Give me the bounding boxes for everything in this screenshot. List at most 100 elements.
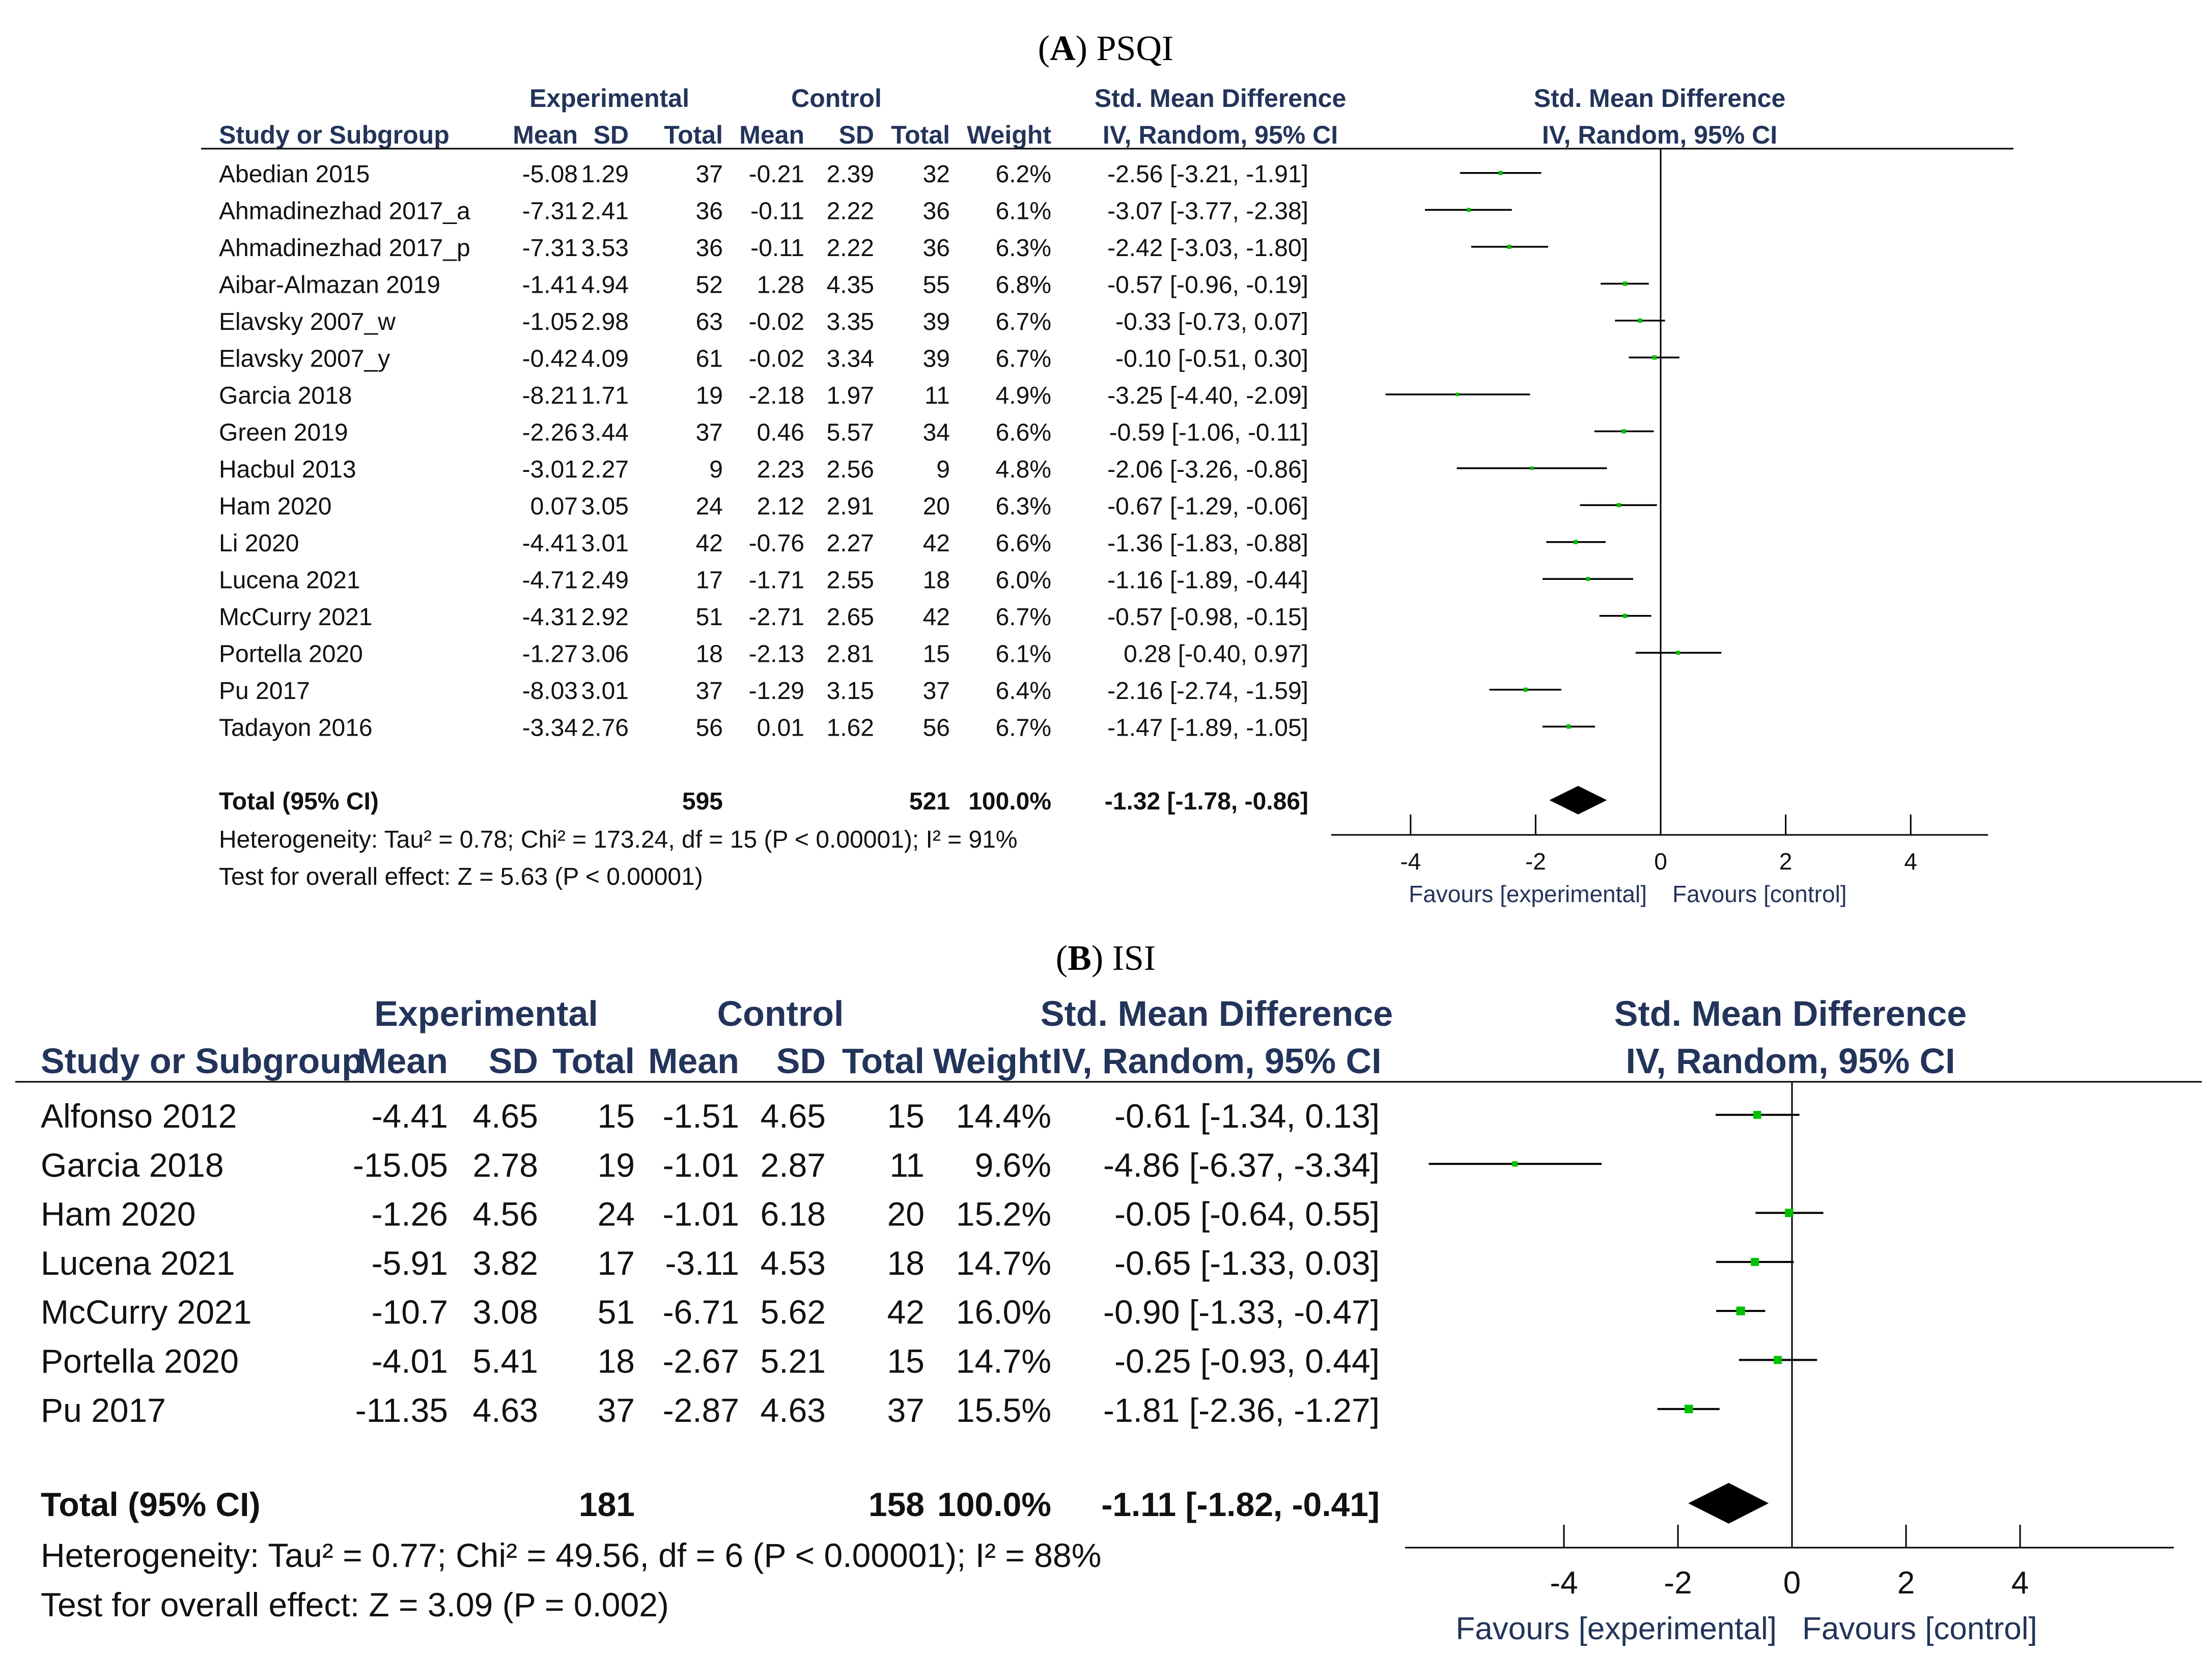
x-tick-label: -2 bbox=[1664, 1565, 1692, 1601]
panel-b: (B) ISI Experimental Control Std. Mean Diff… bbox=[15, 939, 2202, 1646]
smd-ci: -0.25 [-0.93, 0.44] bbox=[1114, 1342, 1380, 1380]
header-ctl-mean: Mean bbox=[648, 1041, 739, 1081]
panel-title-open-paren: ( bbox=[1056, 939, 1068, 978]
ctl-sd: 5.62 bbox=[761, 1293, 826, 1331]
x-tick-label: 4 bbox=[1904, 848, 1917, 875]
ctl-sd: 2.91 bbox=[827, 493, 874, 520]
study-row: Portella 2020 -4.01 5.41 18 -2.67 5.21 15 14.7%… bbox=[41, 1342, 1817, 1380]
ctl-sd: 3.34 bbox=[827, 346, 874, 373]
exp-total: 18 bbox=[598, 1342, 635, 1380]
effect-marker bbox=[1785, 1209, 1794, 1217]
header-experimental: Experimental bbox=[529, 84, 689, 113]
x-tick-label: 2 bbox=[1779, 848, 1793, 875]
ctl-sd: 3.35 bbox=[827, 309, 874, 335]
heterogeneity-text: Heterogeneity: Tau² = 0.77; Chi² = 49.56… bbox=[41, 1536, 1101, 1574]
study-row: Abedian 2015 -5.08 1.29 37 -0.21 2.39 32 6.2% -2… bbox=[219, 161, 1542, 188]
favours-experimental-label: Favours [experimental] bbox=[1455, 1611, 1777, 1646]
total-exp-n: 595 bbox=[682, 788, 723, 815]
exp-total: 17 bbox=[598, 1244, 635, 1282]
exp-total: 61 bbox=[696, 346, 723, 373]
study-name: McCurry 2021 bbox=[41, 1293, 251, 1331]
exp-mean: -15.05 bbox=[353, 1146, 448, 1184]
ctl-total: 55 bbox=[923, 272, 950, 299]
favours-control-label: Favours [control] bbox=[1672, 881, 1847, 907]
study-name: Ahmadinezhad 2017_p bbox=[219, 235, 470, 262]
ctl-mean: -1.51 bbox=[663, 1097, 739, 1135]
smd-ci: -0.57 [-0.96, -0.19] bbox=[1107, 272, 1308, 299]
smd-ci: -0.57 [-0.98, -0.15] bbox=[1107, 604, 1308, 631]
x-tick-label: -2 bbox=[1525, 848, 1546, 875]
header-experimental: Experimental bbox=[374, 994, 598, 1033]
ctl-total: 34 bbox=[923, 419, 950, 446]
ctl-sd: 2.27 bbox=[827, 530, 874, 557]
header-exp-mean: Mean bbox=[513, 121, 578, 149]
ctl-mean: 0.01 bbox=[757, 715, 804, 742]
study-row: Lucena 2021 -4.71 2.49 17 -1.71 2.55 18 6.0% -1.… bbox=[219, 567, 1633, 594]
smd-ci: -1.36 [-1.83, -0.88] bbox=[1107, 530, 1308, 557]
ctl-sd: 5.21 bbox=[761, 1342, 826, 1380]
total-label: Total (95% CI) bbox=[41, 1486, 260, 1523]
exp-sd: 2.98 bbox=[581, 309, 629, 335]
exp-total: 18 bbox=[696, 641, 723, 668]
study-name: Pu 2017 bbox=[219, 678, 310, 705]
ctl-sd: 4.63 bbox=[761, 1391, 826, 1429]
ctl-total: 37 bbox=[887, 1391, 925, 1429]
total-ctl-n: 158 bbox=[869, 1486, 925, 1523]
ctl-total: 9 bbox=[936, 456, 950, 483]
ctl-mean: -0.11 bbox=[750, 235, 804, 262]
x-tick-label: 0 bbox=[1654, 848, 1667, 875]
study-name: Elavsky 2007_w bbox=[219, 309, 396, 335]
exp-mean: -5.91 bbox=[372, 1244, 448, 1282]
pooled-diamond bbox=[1549, 786, 1607, 815]
exp-sd: 4.63 bbox=[473, 1391, 538, 1429]
ctl-total: 18 bbox=[923, 567, 950, 594]
smd-ci: -1.47 [-1.89, -1.05] bbox=[1107, 715, 1308, 742]
exp-total: 36 bbox=[696, 198, 723, 225]
weight: 6.1% bbox=[996, 641, 1051, 668]
ctl-mean: 1.28 bbox=[757, 272, 804, 299]
panel-title: (A) PSQI bbox=[1038, 29, 1173, 68]
exp-mean: -4.41 bbox=[522, 530, 578, 557]
weight: 15.5% bbox=[956, 1391, 1051, 1429]
exp-mean: -4.01 bbox=[372, 1342, 448, 1380]
total-weight: 100.0% bbox=[937, 1486, 1051, 1523]
ctl-sd: 2.22 bbox=[827, 235, 874, 262]
exp-sd: 2.76 bbox=[581, 715, 629, 742]
exp-sd: 5.41 bbox=[473, 1342, 538, 1380]
study-name: Li 2020 bbox=[219, 530, 299, 557]
ctl-mean: 0.46 bbox=[757, 419, 804, 446]
smd-ci: -0.33 [-0.73, 0.07] bbox=[1115, 309, 1308, 335]
weight: 6.2% bbox=[996, 161, 1051, 188]
ctl-mean: -0.11 bbox=[750, 198, 804, 225]
effect-marker bbox=[1455, 393, 1460, 397]
exp-total: 42 bbox=[696, 530, 723, 557]
study-name: Green 2019 bbox=[219, 419, 348, 446]
header-exp-sd: SD bbox=[594, 121, 629, 149]
ctl-total: 36 bbox=[923, 198, 950, 225]
smd-ci: -0.90 [-1.33, -0.47] bbox=[1103, 1293, 1380, 1331]
ctl-sd: 6.18 bbox=[761, 1195, 826, 1233]
header-exp-mean: Mean bbox=[357, 1041, 448, 1081]
header-method: IV, Random, 95% CI bbox=[1052, 1041, 1381, 1081]
effect-marker bbox=[1622, 613, 1628, 618]
study-row: Ham 2020 -1.26 4.56 24 -1.01 6.18 20 15.2% -0.05… bbox=[41, 1195, 1824, 1233]
header-weight: Weight bbox=[933, 1041, 1051, 1081]
study-row: Elavsky 2007_y -0.42 4.09 61 -0.02 3.34 39 6.7%… bbox=[219, 346, 1679, 373]
exp-mean: -4.41 bbox=[372, 1097, 448, 1135]
ctl-total: 39 bbox=[923, 309, 950, 335]
exp-total: 63 bbox=[696, 309, 723, 335]
smd-ci: -0.67 [-1.29, -0.06] bbox=[1107, 493, 1308, 520]
study-name: Lucena 2021 bbox=[41, 1244, 235, 1282]
exp-sd: 3.01 bbox=[581, 530, 629, 557]
smd-ci: 0.28 [-0.40, 0.97] bbox=[1124, 641, 1308, 668]
study-row: Hacbul 2013 -3.01 2.27 9 2.23 2.56 9 4.8% -2.06 … bbox=[219, 456, 1607, 483]
exp-sd: 3.53 bbox=[581, 235, 629, 262]
exp-mean: -8.21 bbox=[522, 382, 578, 409]
study-name: Garcia 2018 bbox=[219, 382, 352, 409]
smd-ci: -0.59 [-1.06, -0.11] bbox=[1109, 419, 1308, 446]
study-name: Abedian 2015 bbox=[219, 161, 370, 188]
weight: 4.8% bbox=[996, 456, 1051, 483]
effect-marker bbox=[1523, 687, 1528, 692]
exp-mean: -3.34 bbox=[522, 715, 578, 742]
panel-title-open-paren: ( bbox=[1038, 29, 1050, 68]
